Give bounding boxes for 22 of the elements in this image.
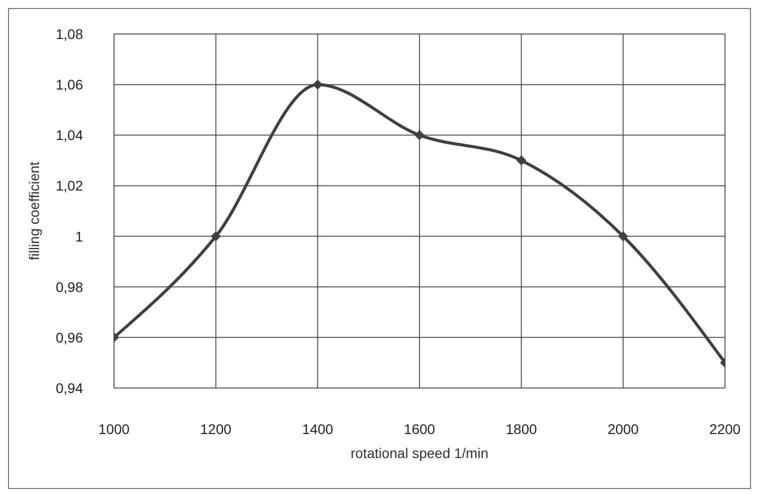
x-tick-label: 1800 bbox=[506, 420, 538, 437]
x-tick-label: 2000 bbox=[608, 420, 639, 437]
y-tick-label: 0,98 bbox=[56, 278, 84, 295]
point bbox=[414, 130, 424, 140]
x-tick-label: 1200 bbox=[200, 420, 232, 437]
y-tick-label: 1,08 bbox=[56, 26, 84, 42]
x-tick-label: 1000 bbox=[98, 420, 130, 437]
x-axis-title: rotational speed 1/min bbox=[350, 445, 488, 461]
y-tick-label: 0,94 bbox=[56, 380, 84, 396]
point bbox=[210, 231, 221, 242]
y-axis-title: filling coefficient bbox=[26, 162, 42, 260]
point bbox=[516, 155, 526, 166]
x-tick-label: 1600 bbox=[404, 420, 436, 437]
y-tick-label: 1 bbox=[75, 228, 84, 244]
y-tick-label: 1,04 bbox=[56, 127, 84, 144]
point bbox=[312, 80, 323, 90]
x-tick-label: 2200 bbox=[709, 420, 741, 437]
point bbox=[618, 231, 628, 242]
x-tick-label: 1400 bbox=[302, 420, 334, 437]
y-tick-label: 1,06 bbox=[56, 76, 84, 93]
y-tick-label: 1,02 bbox=[56, 178, 84, 194]
y-tick-label: 0,96 bbox=[56, 329, 84, 346]
